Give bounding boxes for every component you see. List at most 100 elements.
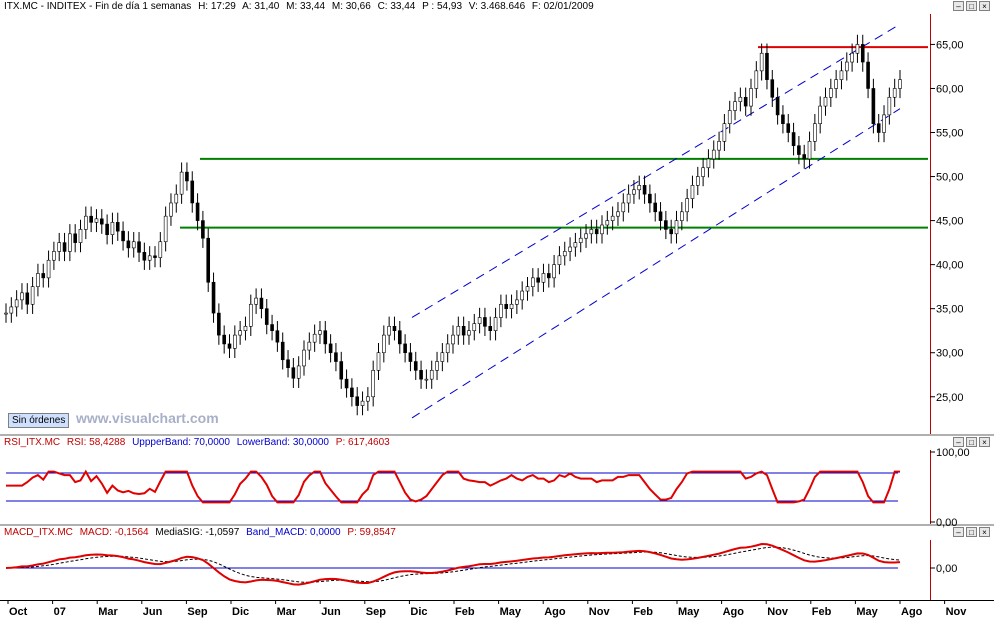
- candle-body: [126, 240, 131, 249]
- minimize-icon[interactable]: –: [953, 1, 964, 11]
- rsi-value: RSI: 58,4288: [66, 437, 126, 448]
- rsi-lower: LowerBand: 30,0000: [236, 437, 329, 448]
- candle-body: [829, 88, 833, 98]
- candle-body: [163, 215, 168, 243]
- price-open: A: 31,40: [242, 1, 280, 12]
- candle-body: [855, 44, 860, 54]
- candle-body: [360, 400, 365, 406]
- candle-body: [477, 317, 482, 324]
- candle-body: [339, 361, 344, 380]
- candle-body: [504, 303, 509, 309]
- candle-body: [296, 365, 301, 379]
- candle-body: [759, 52, 764, 72]
- candle-body: [882, 114, 886, 133]
- time-tick-label: Feb: [633, 606, 653, 618]
- candle-body: [115, 222, 120, 232]
- pane-separator[interactable]: [0, 434, 994, 436]
- candle-body: [722, 123, 727, 142]
- maximize-icon[interactable]: □: [966, 1, 977, 11]
- candle-body: [25, 292, 30, 305]
- candle-body: [685, 198, 689, 213]
- candle-body: [403, 343, 407, 354]
- candle-body: [467, 330, 471, 336]
- candle-body: [408, 352, 413, 362]
- candle-body: [632, 189, 636, 195]
- macd-band: Band_MACD: 0,0000: [246, 527, 341, 538]
- candle-body: [275, 330, 280, 343]
- maximize-icon[interactable]: □: [966, 527, 977, 537]
- candle-body: [770, 79, 775, 98]
- time-tick-label: Oct: [9, 606, 28, 618]
- maximize-icon[interactable]: □: [966, 437, 977, 447]
- rsi-tick-label: 0,00: [936, 517, 957, 529]
- time-tick-label: Jun: [321, 606, 341, 618]
- time-tick-label: May: [678, 606, 700, 618]
- close-icon[interactable]: ×: [979, 1, 990, 11]
- candle-body: [52, 251, 56, 261]
- candle-body: [142, 252, 147, 261]
- macd-window-buttons: – □ ×: [953, 527, 990, 537]
- macd-axis: [930, 540, 994, 600]
- candle-body: [648, 193, 652, 204]
- candle-body: [158, 241, 163, 258]
- candle-body: [839, 70, 844, 80]
- sin-ordenes-button[interactable]: Sin órdenes: [8, 413, 70, 428]
- time-tick-label: Nov: [589, 606, 611, 618]
- candle-body: [706, 158, 711, 169]
- candle-body: [664, 220, 668, 230]
- channel-lower-line: [411, 108, 901, 419]
- candle-body: [584, 233, 588, 239]
- price-volume: V: 3.468.646: [468, 1, 526, 12]
- rsi-pane[interactable]: RSI_ITX.MC RSI: 58,4288 UppperBand: 70,0…: [0, 436, 994, 524]
- close-icon[interactable]: ×: [979, 437, 990, 447]
- candle-body: [456, 325, 461, 336]
- candle-body: [866, 61, 870, 89]
- time-tick-label: Mar: [277, 606, 297, 618]
- candle-body: [483, 317, 487, 327]
- candle-body: [616, 211, 620, 217]
- candle-body: [131, 241, 136, 249]
- price-tick-label: 30,00: [936, 348, 964, 360]
- candle-body: [626, 193, 631, 204]
- candle-body: [711, 149, 716, 160]
- time-tick-label: 07: [54, 606, 66, 618]
- candle-body: [786, 123, 791, 133]
- candle-body: [105, 223, 109, 235]
- price-axis: [930, 14, 994, 434]
- candle-body: [435, 361, 439, 371]
- candle-body: [84, 215, 88, 230]
- candle-body: [30, 286, 35, 305]
- macd-line: [5, 542, 901, 586]
- close-icon[interactable]: ×: [979, 527, 990, 537]
- pane-separator[interactable]: [0, 524, 994, 526]
- candle-body: [270, 324, 274, 332]
- price-tick-label: 50,00: [936, 172, 964, 184]
- channel-upper-line: [411, 23, 901, 318]
- candle-body: [222, 334, 226, 345]
- macd-p: P: 59,8547: [347, 527, 396, 538]
- candle-body: [600, 224, 604, 235]
- candle-body: [653, 202, 658, 213]
- time-tick-label: Mar: [98, 606, 118, 618]
- candle-body: [307, 341, 312, 351]
- candle-body: [541, 273, 546, 283]
- candle-body: [701, 167, 705, 177]
- candle-body: [536, 277, 540, 283]
- candle-body: [4, 312, 8, 315]
- candle-body: [248, 303, 253, 327]
- candle-body: [717, 141, 721, 151]
- candle-body: [211, 281, 216, 314]
- candle-body: [860, 44, 865, 63]
- minimize-icon[interactable]: –: [953, 527, 964, 537]
- minimize-icon[interactable]: –: [953, 437, 964, 447]
- price-window-buttons: – □ ×: [953, 1, 990, 11]
- candle-body: [238, 330, 242, 336]
- candle-body: [749, 88, 753, 107]
- candle-body: [610, 215, 615, 221]
- candle-body: [445, 343, 450, 354]
- candle-body: [876, 123, 881, 133]
- candle-body: [174, 193, 179, 204]
- candle-body: [546, 273, 551, 279]
- time-axis: [0, 600, 994, 619]
- candle-body: [892, 88, 897, 98]
